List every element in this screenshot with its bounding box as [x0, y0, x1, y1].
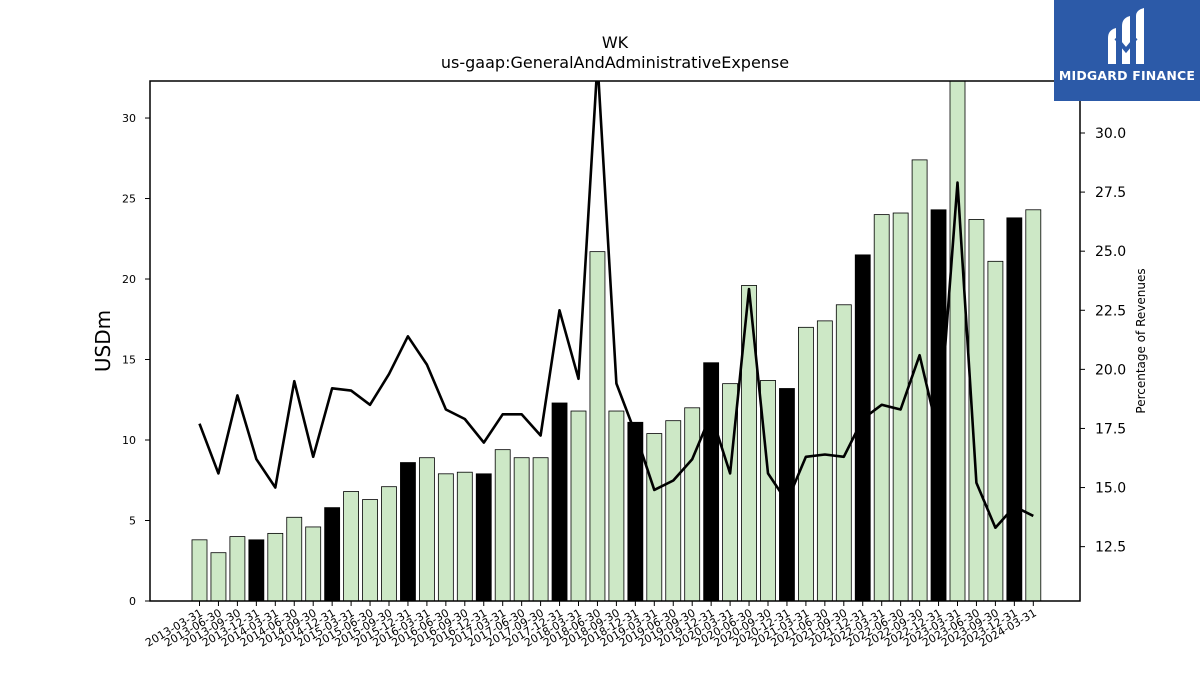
plot-frame	[149, 80, 1081, 602]
left-tick-label: 5	[129, 515, 136, 528]
left-tick-label: 20	[122, 273, 136, 286]
right-tick-label: 17.5	[1095, 421, 1126, 437]
y-axis-label: USDm	[91, 310, 115, 372]
bar-2014-09-30	[305, 526, 322, 602]
bar-2017-06-30	[513, 457, 530, 602]
bar-2016-12-31	[475, 473, 492, 602]
right-tick-label: 30.0	[1095, 126, 1126, 142]
bar-2017-12-31	[551, 402, 568, 602]
bar-2018-03-31	[570, 410, 587, 602]
bar-2023-09-30	[987, 260, 1004, 602]
bar-2015-06-30	[362, 499, 378, 602]
right-tick-label: 27.5	[1095, 185, 1126, 201]
bar-2016-09-30	[456, 471, 473, 602]
bar-2015-09-30	[381, 486, 397, 602]
logo-mark-icon	[1108, 8, 1144, 64]
chart-title: WK	[601, 33, 629, 52]
bar-2019-03-31	[646, 433, 663, 602]
left-tick-label: 25	[122, 193, 136, 206]
bar-2016-03-31	[418, 457, 435, 602]
bar-2015-03-31	[343, 491, 360, 602]
bar-2013-03-31	[191, 539, 208, 602]
bar-2019-12-31	[703, 362, 720, 602]
brand-logo: MIDGARD FINANCE	[1054, 0, 1200, 101]
left-tick-label: 30	[122, 112, 136, 125]
line-layer	[198, 81, 1034, 530]
right-tick-label: 20.0	[1095, 362, 1126, 378]
bar-2019-06-30	[665, 420, 682, 602]
right-tick-label: 25.0	[1095, 244, 1126, 260]
bar-2017-03-31	[494, 449, 511, 602]
left-axis: 0 5 10 15 20 25 30	[122, 112, 150, 608]
left-tick-label: 15	[122, 354, 136, 367]
right-tick-label: 12.5	[1095, 540, 1126, 556]
bar-2013-09-30	[229, 536, 246, 602]
percentage-line	[198, 81, 1034, 530]
y2-axis-label: Percentage of Revenues	[1134, 268, 1148, 413]
bar-2013-06-30	[210, 552, 227, 602]
bar-2021-06-30	[816, 320, 833, 602]
left-tick-label: 10	[122, 434, 136, 447]
bar-2022-12-31	[930, 209, 947, 602]
bar-group	[191, 80, 1042, 602]
bar-2018-06-30	[589, 251, 606, 602]
bar-2023-03-31	[949, 80, 966, 602]
bar-2014-03-31	[267, 532, 284, 602]
bar-2014-06-30	[286, 516, 303, 602]
bar-2017-09-30	[532, 457, 549, 602]
bar-2021-09-30	[835, 304, 852, 602]
bar-2019-09-30	[684, 407, 701, 602]
bar-2014-12-31	[324, 507, 341, 602]
right-tick-label: 22.5	[1095, 303, 1126, 319]
bar-2016-06-30	[437, 473, 454, 602]
x-axis: 2013-03-312013-06-302013-09-302013-12-31…	[143, 601, 1039, 650]
bar-2015-12-31	[400, 462, 416, 602]
right-tick-label: 15.0	[1095, 481, 1126, 497]
bar-2023-12-31	[1006, 217, 1023, 602]
left-tick-label: 0	[129, 595, 136, 608]
bar-2018-09-30	[608, 410, 625, 602]
right-axis: 12.5 15.0 17.5 20.0 22.5 25.0 27.5 30.0	[1080, 126, 1126, 556]
bar-2024-03-31	[1025, 209, 1042, 602]
chart-subtitle: us-gaap:GeneralAndAdministrativeExpense	[440, 53, 790, 72]
logo-text: MIDGARD FINANCE	[1058, 68, 1196, 83]
bar-2013-12-31	[248, 539, 265, 602]
bar-2021-03-31	[798, 326, 814, 602]
